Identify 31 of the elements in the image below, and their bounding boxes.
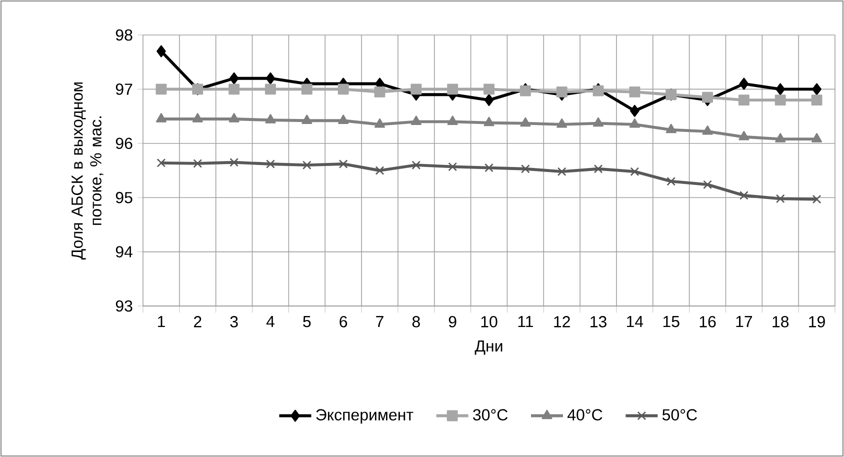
y-tick-label: 96 — [116, 138, 132, 150]
x-tick-label: 8 — [412, 316, 420, 328]
legend-label: 30°C — [473, 409, 508, 420]
x-tick-label: 9 — [448, 316, 456, 328]
x-tick-label: 3 — [230, 316, 238, 328]
x-tick-label: 4 — [266, 316, 274, 328]
legend-label: 50°C — [662, 409, 697, 420]
y-tick-label: 97 — [116, 84, 132, 95]
legend-label: 40°C — [567, 409, 602, 420]
legend-label: Эксперимент — [316, 409, 414, 424]
x-tick-label: 5 — [303, 316, 311, 328]
x-tick-label: 12 — [554, 316, 570, 328]
y-axis-title: Доля АБСК в выходном потоке, % мас. — [71, 82, 104, 260]
y-tick-label: 93 — [116, 300, 132, 312]
x-tick-label: 1 — [158, 316, 165, 328]
x-tick-label: 16 — [700, 316, 716, 328]
x-tick-label: 17 — [736, 316, 752, 328]
x-tick-label: 10 — [481, 316, 498, 328]
x-tick-label: 15 — [663, 316, 680, 328]
x-axis-title: Дни — [474, 340, 502, 355]
x-tick-label: 19 — [809, 316, 825, 328]
x-tick-label: 2 — [194, 316, 202, 328]
y-tick-label: 94 — [116, 246, 132, 258]
x-tick-label: 6 — [340, 316, 348, 328]
x-tick-label: 14 — [626, 316, 644, 328]
x-tick-label: 13 — [590, 316, 606, 328]
x-tick-label: 18 — [772, 316, 789, 328]
y-tick-label: 98 — [116, 29, 132, 41]
x-tick-label: 11 — [518, 316, 533, 328]
y-tick-label: 95 — [116, 192, 132, 204]
x-tick-label: 7 — [376, 316, 384, 328]
